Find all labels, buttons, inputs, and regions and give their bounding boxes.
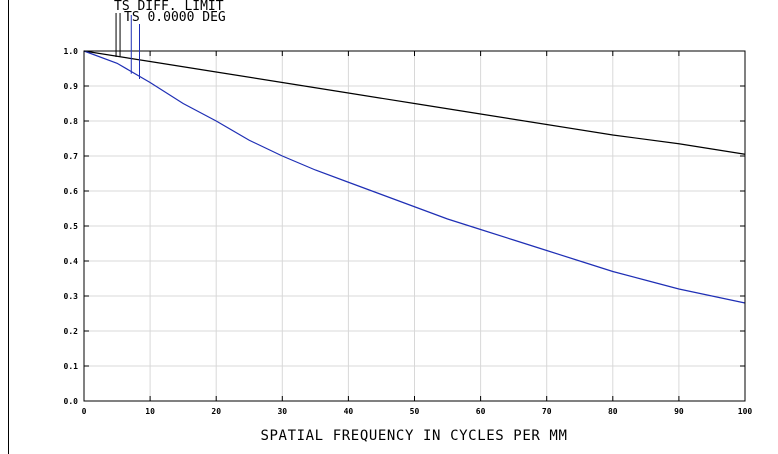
x-tick-label-20: 20: [211, 407, 221, 416]
y-tick-label-0.3: 0.3: [64, 292, 79, 301]
series-group: [83, 50, 746, 304]
x-tick-label-70: 70: [542, 407, 552, 416]
y-tick-label-0.7: 0.7: [64, 152, 79, 161]
y-tick-label-0.4: 0.4: [64, 257, 79, 266]
x-tick-label-100: 100: [738, 407, 753, 416]
x-tick-label-0: 0: [82, 407, 87, 416]
y-tick-label-0.6: 0.6: [64, 187, 79, 196]
x-tick-label-90: 90: [674, 407, 684, 416]
x-tick-label-80: 80: [608, 407, 618, 416]
y-tick-label-0.2: 0.2: [64, 327, 79, 336]
y-tick-label-0.9: 0.9: [64, 82, 79, 91]
grid: [84, 51, 745, 401]
y-tick-label-1.0: 1.0: [64, 47, 79, 56]
x-tick-label-60: 60: [476, 407, 486, 416]
legend-label-series-1: TS DIFF. LIMIT: [114, 0, 224, 14]
x-tick-label-40: 40: [344, 407, 354, 416]
series-line-2: [83, 50, 746, 304]
ticks: 0 10 20 30 40 50 60 70 80 90 100 0.0 0.1 0.2 0.3 0.4 0.5…: [64, 47, 753, 416]
y-tick-label-0.1: 0.1: [64, 362, 79, 371]
x-axis-label: SPATIAL FREQUENCY IN CYCLES PER MM: [261, 428, 568, 444]
x-tick-label-30: 30: [277, 407, 287, 416]
y-tick-label-0.8: 0.8: [64, 117, 79, 126]
legend-label-series-2: TS 0.0000 DEG: [124, 10, 226, 25]
x-tick-label-10: 10: [145, 407, 155, 416]
x-tick-label-50: 50: [410, 407, 420, 416]
y-tick-label-0.0: 0.0: [64, 397, 79, 406]
y-tick-label-0.5: 0.5: [64, 222, 79, 231]
page-left-border: [8, 0, 9, 454]
series-line-1: [83, 50, 746, 155]
